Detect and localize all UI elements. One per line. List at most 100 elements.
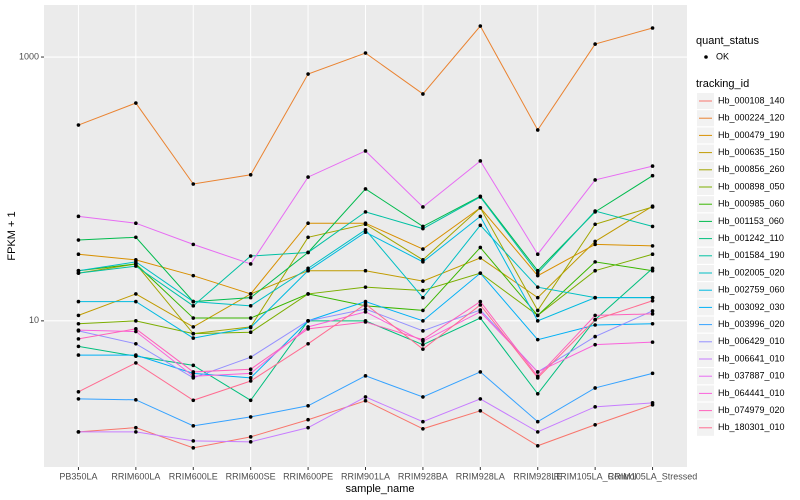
data-point (421, 329, 425, 333)
legend-label: Hb_001153_060 (718, 216, 784, 226)
data-point (535, 337, 540, 342)
data-point (191, 398, 196, 403)
data-point (248, 440, 253, 444)
data-point (76, 268, 81, 273)
data-point (134, 299, 138, 304)
legend-label: Hb_037887_010 (718, 371, 785, 381)
data-point (421, 260, 425, 264)
data-point (134, 235, 138, 240)
data-point (363, 395, 368, 399)
data-point (650, 371, 655, 376)
data-point (363, 302, 368, 306)
data-point (535, 271, 540, 275)
x-axis-title: sample_name (345, 483, 414, 495)
legend-label: Hb_000224_120 (718, 113, 785, 123)
x-tick-label: PB350LA (59, 471, 97, 481)
data-point (650, 205, 655, 209)
data-point (248, 295, 253, 300)
data-point (248, 376, 253, 380)
data-point (363, 299, 368, 304)
data-point (363, 320, 368, 324)
x-tick-label: RRIM901LA (341, 471, 390, 481)
data-point (134, 425, 138, 430)
data-point (76, 397, 81, 401)
data-point (306, 72, 310, 76)
data-point (478, 245, 483, 250)
data-point (478, 397, 483, 401)
data-point (248, 254, 253, 258)
data-point (134, 264, 138, 268)
data-point (248, 292, 253, 296)
data-point (421, 205, 425, 209)
data-point (421, 308, 425, 313)
data-point (478, 223, 483, 228)
data-point (306, 235, 310, 240)
data-point (478, 370, 483, 374)
data-point (421, 288, 425, 293)
legend-label: Hb_074979_020 (718, 405, 785, 415)
data-point (593, 268, 597, 273)
data-point (191, 374, 196, 379)
data-point (593, 334, 597, 339)
legend-label: Hb_001242_110 (718, 233, 784, 243)
legend-label: Hb_000985_060 (718, 199, 785, 209)
data-point (306, 319, 310, 323)
data-point (76, 353, 81, 357)
x-tick-label: RRIM928LE (513, 471, 562, 481)
data-point (363, 310, 368, 314)
data-point (478, 271, 483, 275)
data-point (593, 317, 597, 322)
legend-label: Hb_003092_030 (718, 302, 785, 312)
data-point (306, 250, 310, 255)
data-point (76, 299, 81, 304)
data-point (191, 273, 196, 278)
data-point (191, 299, 196, 304)
data-point (650, 295, 655, 300)
data-point (363, 222, 368, 227)
data-point (535, 419, 540, 424)
data-point (478, 24, 483, 28)
data-point (306, 175, 310, 179)
data-point (593, 260, 597, 264)
data-point (191, 182, 196, 186)
data-point (478, 303, 483, 307)
data-point (363, 268, 368, 273)
data-point (535, 376, 540, 380)
data-point (76, 321, 81, 326)
data-point (650, 340, 655, 344)
data-point (478, 256, 483, 260)
data-point (306, 221, 310, 225)
data-point (650, 321, 655, 326)
data-point (363, 187, 368, 191)
data-point (650, 401, 655, 405)
data-point (650, 312, 655, 316)
legend-label: Hb_180301_010 (718, 422, 785, 432)
data-point (248, 371, 253, 376)
data-point (421, 347, 425, 351)
data-point (306, 268, 310, 273)
data-point (650, 173, 655, 178)
x-tick-label: RRIM600SE (226, 471, 276, 481)
legend-label: Hb_000635_150 (718, 147, 785, 157)
data-point (535, 370, 540, 374)
data-point (535, 391, 540, 396)
data-point (421, 319, 425, 323)
data-point (191, 331, 196, 336)
data-point (593, 178, 597, 182)
data-point (535, 313, 540, 318)
data-point (535, 128, 540, 132)
data-point (421, 92, 425, 96)
data-point (650, 26, 655, 30)
legend-label: OK (716, 51, 729, 61)
data-point (478, 316, 483, 320)
legend-label: Hb_003996_020 (718, 319, 785, 329)
data-point (76, 214, 81, 219)
data-point (134, 353, 138, 357)
data-point (478, 409, 483, 413)
legend-label: Hb_001584_190 (718, 250, 785, 260)
data-point (191, 424, 196, 428)
data-point (248, 316, 253, 320)
data-point (134, 398, 138, 402)
x-tick-label: RRIM105LA_Stressed (608, 471, 698, 481)
